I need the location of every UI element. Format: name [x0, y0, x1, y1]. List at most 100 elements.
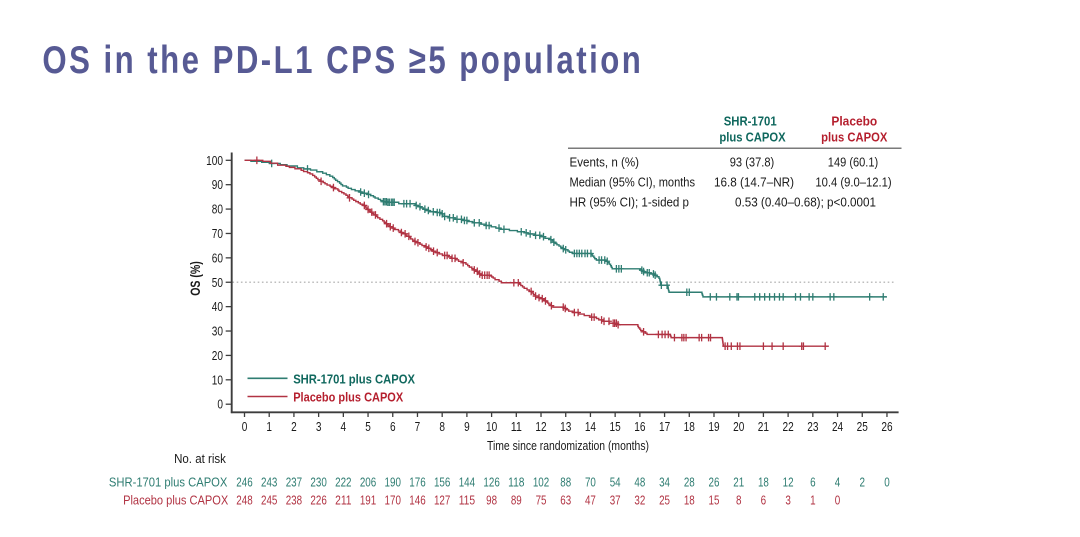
svg-text:4: 4	[341, 419, 347, 434]
svg-text:SHR-1701 plus CAPOX: SHR-1701 plus CAPOX	[109, 475, 228, 490]
svg-text:211: 211	[335, 492, 351, 507]
svg-text:0: 0	[242, 419, 248, 434]
svg-text:2: 2	[291, 419, 297, 434]
svg-text:75: 75	[536, 492, 547, 507]
svg-text:98: 98	[486, 492, 497, 507]
svg-text:Placebo: Placebo	[831, 114, 877, 129]
svg-text:6: 6	[810, 475, 816, 490]
svg-text:118: 118	[508, 475, 524, 490]
svg-text:115: 115	[459, 492, 475, 507]
svg-text:170: 170	[385, 492, 401, 507]
svg-text:93 (37.8): 93 (37.8)	[730, 155, 775, 170]
svg-text:23: 23	[807, 419, 818, 434]
svg-text:0.53 (0.40–0.68); p<0.0001: 0.53 (0.40–0.68); p<0.0001	[735, 195, 876, 210]
svg-text:Placebo plus CAPOX: Placebo plus CAPOX	[123, 492, 228, 507]
svg-text:2: 2	[860, 475, 866, 490]
svg-text:Time since randomization (mont: Time since randomization (months)	[487, 439, 649, 453]
svg-text:18: 18	[684, 419, 695, 434]
svg-text:5: 5	[365, 419, 371, 434]
svg-text:12: 12	[783, 475, 794, 490]
svg-text:15: 15	[709, 492, 720, 507]
svg-text:10: 10	[486, 419, 497, 434]
svg-text:206: 206	[360, 475, 376, 490]
svg-text:16.8 (14.7–NR): 16.8 (14.7–NR)	[714, 175, 794, 190]
svg-text:48: 48	[634, 475, 645, 490]
svg-text:24: 24	[832, 419, 843, 434]
svg-text:144: 144	[459, 475, 475, 490]
svg-text:243: 243	[261, 475, 277, 490]
svg-text:plus CAPOX: plus CAPOX	[821, 130, 888, 145]
svg-text:126: 126	[483, 475, 499, 490]
svg-text:17: 17	[659, 419, 670, 434]
svg-text:plus CAPOX: plus CAPOX	[719, 130, 786, 145]
svg-text:4: 4	[835, 475, 841, 490]
svg-text:156: 156	[434, 475, 450, 490]
svg-text:6: 6	[390, 419, 396, 434]
svg-text:Median (95% CI), months: Median (95% CI), months	[570, 175, 696, 190]
svg-text:12: 12	[535, 419, 546, 434]
svg-text:237: 237	[286, 475, 302, 490]
svg-text:1: 1	[810, 492, 816, 507]
svg-text:Placebo plus CAPOX: Placebo plus CAPOX	[293, 390, 403, 405]
svg-text:OS (%): OS (%)	[188, 261, 203, 296]
svg-text:18: 18	[684, 492, 695, 507]
svg-text:26: 26	[709, 475, 720, 490]
svg-text:7: 7	[415, 419, 421, 434]
svg-text:50: 50	[212, 275, 223, 290]
svg-text:230: 230	[310, 475, 326, 490]
svg-text:28: 28	[684, 475, 695, 490]
svg-text:63: 63	[560, 492, 571, 507]
svg-text:226: 226	[310, 492, 326, 507]
svg-text:0: 0	[835, 492, 841, 507]
svg-text:30: 30	[212, 324, 223, 339]
svg-text:3: 3	[316, 419, 322, 434]
svg-text:176: 176	[409, 475, 425, 490]
svg-text:22: 22	[783, 419, 794, 434]
svg-text:70: 70	[212, 226, 223, 241]
svg-text:102: 102	[533, 475, 549, 490]
svg-text:16: 16	[634, 419, 645, 434]
svg-text:13: 13	[560, 419, 571, 434]
svg-text:HR (95% CI); 1-sided p: HR (95% CI); 1-sided p	[570, 195, 690, 210]
svg-text:0: 0	[884, 475, 890, 490]
svg-text:20: 20	[733, 419, 744, 434]
svg-text:15: 15	[610, 419, 621, 434]
svg-text:No. at risk: No. at risk	[174, 451, 226, 466]
svg-text:SHR-1701 plus CAPOX: SHR-1701 plus CAPOX	[293, 372, 415, 387]
svg-text:19: 19	[708, 419, 719, 434]
svg-text:100: 100	[206, 153, 223, 168]
svg-text:26: 26	[881, 419, 892, 434]
svg-text:146: 146	[409, 492, 425, 507]
svg-text:54: 54	[610, 475, 621, 490]
svg-text:90: 90	[212, 177, 223, 192]
svg-text:25: 25	[659, 492, 670, 507]
svg-text:80: 80	[212, 202, 223, 217]
svg-text:21: 21	[758, 419, 769, 434]
svg-text:246: 246	[236, 475, 252, 490]
svg-text:89: 89	[511, 492, 522, 507]
svg-text:10.4 (9.0–12.1): 10.4 (9.0–12.1)	[815, 175, 891, 190]
svg-text:14: 14	[585, 419, 596, 434]
svg-text:SHR-1701: SHR-1701	[724, 114, 777, 129]
svg-text:40: 40	[212, 299, 223, 314]
svg-text:3: 3	[785, 492, 791, 507]
svg-text:20: 20	[212, 348, 223, 363]
svg-text:OS in the PD-L1 CPS ≥5 populat: OS in the PD-L1 CPS ≥5 population	[42, 39, 643, 82]
svg-text:10: 10	[212, 372, 223, 387]
svg-text:245: 245	[261, 492, 277, 507]
svg-text:127: 127	[434, 492, 450, 507]
svg-text:11: 11	[511, 419, 522, 434]
svg-text:37: 37	[610, 492, 621, 507]
svg-text:34: 34	[659, 475, 670, 490]
svg-text:21: 21	[733, 475, 744, 490]
svg-text:238: 238	[286, 492, 302, 507]
svg-text:60: 60	[212, 250, 223, 265]
svg-text:18: 18	[758, 475, 769, 490]
svg-text:149 (60.1): 149 (60.1)	[828, 155, 878, 170]
svg-text:8: 8	[439, 419, 445, 434]
svg-text:Events, n (%): Events, n (%)	[570, 155, 640, 170]
svg-text:32: 32	[634, 492, 645, 507]
svg-text:6: 6	[761, 492, 767, 507]
svg-text:88: 88	[560, 475, 571, 490]
svg-text:222: 222	[335, 475, 351, 490]
